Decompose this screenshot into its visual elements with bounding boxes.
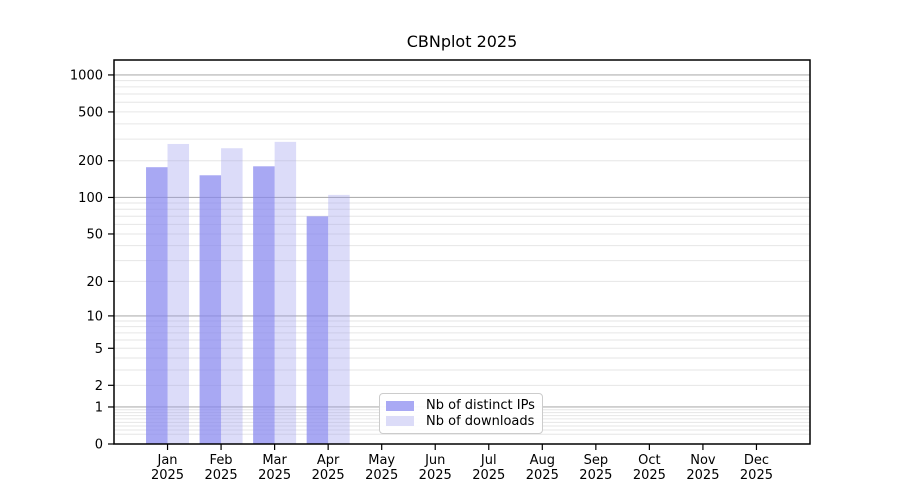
y-tick-label: 200 — [78, 154, 103, 169]
bar-distinct-ips-jan — [146, 167, 168, 444]
x-tick-label-month: May — [368, 453, 395, 468]
y-tick-label: 5 — [95, 342, 103, 357]
y-tick-label: 2 — [95, 379, 103, 394]
legend-label-distinct-ips: Nb of distinct IPs — [426, 398, 535, 414]
x-tick-label-year: 2025 — [579, 468, 612, 483]
y-tick-label: 50 — [86, 227, 103, 242]
x-tick-label-year: 2025 — [633, 468, 666, 483]
x-tick-label-year: 2025 — [312, 468, 345, 483]
x-tick-label-year: 2025 — [740, 468, 773, 483]
x-tick-label-month: Oct — [638, 453, 660, 468]
y-tick-label: 1 — [95, 400, 103, 415]
x-tick-label-year: 2025 — [686, 468, 719, 483]
x-tick-label-year: 2025 — [472, 468, 505, 483]
bar-downloads-jan — [167, 143, 190, 444]
x-tick-label-month: Nov — [690, 453, 716, 468]
x-tick-label-year: 2025 — [419, 468, 452, 483]
chart-title: CBNplot 2025 — [406, 32, 518, 51]
legend-item-distinct-ips: Nb of distinct IPs — [386, 398, 536, 413]
x-tick-label-month: Dec — [744, 453, 769, 468]
x-tick-label-year: 2025 — [258, 468, 291, 483]
x-tick-label-year: 2025 — [205, 468, 238, 483]
bar-distinct-ips-feb — [199, 175, 222, 444]
x-tick-label-month: Feb — [210, 453, 233, 468]
bar-downloads-apr — [328, 194, 350, 444]
y-tick-label: 10 — [86, 309, 103, 324]
x-tick-label-month: Mar — [262, 453, 287, 468]
bar-distinct-ips-apr — [306, 216, 329, 444]
y-tick-label: 100 — [78, 191, 103, 206]
y-tick-label: 1000 — [70, 68, 103, 83]
x-tick-label-month: Aug — [530, 453, 555, 468]
bar-distinct-ips-mar — [253, 166, 275, 444]
y-tick-label: 0 — [95, 438, 103, 453]
legend-label-downloads: Nb of downloads — [426, 413, 535, 429]
bar-downloads-mar — [274, 141, 297, 444]
y-tick-label: 20 — [86, 275, 103, 290]
x-tick-label-year: 2025 — [365, 468, 398, 483]
x-tick-label-month: Jul — [480, 453, 497, 468]
legend-swatch-distinct-ips — [386, 400, 414, 411]
y-tick-label: 500 — [78, 105, 103, 120]
legend: Nb of distinct IPs Nb of downloads — [379, 393, 543, 434]
x-tick-label-month: Apr — [317, 453, 340, 468]
bar-downloads-feb — [221, 148, 243, 445]
x-tick-label-month: Jan — [157, 453, 178, 468]
x-tick-label-year: 2025 — [151, 468, 184, 483]
x-tick-label-month: Jun — [424, 453, 445, 468]
plot-border — [113, 59, 811, 445]
x-tick-label-month: Sep — [584, 453, 609, 468]
legend-item-downloads: Nb of downloads — [386, 414, 536, 429]
x-tick-label-year: 2025 — [526, 468, 559, 483]
legend-swatch-downloads — [386, 416, 414, 427]
